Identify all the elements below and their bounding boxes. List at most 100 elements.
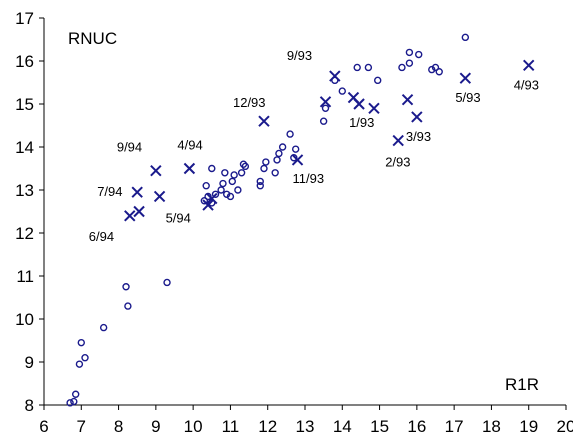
y-axis-label: RNUC: [68, 29, 117, 48]
cross-point: [319, 96, 332, 108]
x-tick-label: 14: [333, 417, 352, 436]
x-tick-label: 12: [258, 417, 277, 436]
x-tick-label: 19: [519, 417, 538, 436]
circle-point: [319, 117, 328, 125]
circle-point: [75, 360, 84, 368]
cross-point: [353, 98, 365, 110]
point-label: 6/94: [89, 229, 114, 244]
cross-stroke: [368, 102, 380, 115]
cross-stroke: [202, 199, 214, 211]
circle-point: [234, 186, 242, 194]
circle-point: [435, 68, 443, 76]
point-label: 2/93: [385, 155, 410, 170]
y-tick-label: 9: [25, 353, 34, 372]
y-tick-label: 11: [16, 267, 34, 286]
circle-point: [374, 76, 382, 85]
plot-marks: [66, 33, 535, 407]
x-tick-label: 7: [77, 417, 86, 436]
x-tick-label: 15: [370, 417, 389, 436]
cross-point: [523, 59, 535, 72]
circle-point: [290, 154, 298, 162]
point-label: 12/93: [233, 95, 266, 110]
point-label: 3/93: [406, 129, 431, 144]
circle-point: [256, 181, 264, 190]
y-tick-label: 8: [25, 396, 34, 415]
y-tick-label: 12: [15, 224, 34, 243]
point-label: 5/94: [166, 210, 191, 225]
cross-stroke: [206, 192, 218, 205]
y-tick-label: 17: [15, 9, 34, 28]
y-tick-label: 10: [15, 310, 34, 329]
circle-point: [256, 177, 264, 186]
cross-point: [150, 164, 162, 177]
circle-point: [405, 59, 414, 67]
y-tick-label: 14: [15, 138, 34, 157]
circle-point: [204, 192, 212, 201]
cross-point: [459, 72, 472, 84]
circle-point: [431, 63, 440, 72]
circle-point: [291, 145, 300, 153]
circle-point: [260, 164, 268, 173]
circle-point: [338, 87, 346, 95]
cross-stroke: [353, 98, 365, 110]
circle-point: [124, 302, 132, 310]
circle-point: [405, 48, 414, 57]
axes: 6 7 8 9 10 11 12 13 14 15 16 17 18 19 20 8 9 10 11 12 13 14 15…: [15, 9, 573, 436]
point-label: 9/94: [117, 140, 142, 155]
x-axis-label: R1R: [505, 375, 539, 394]
cross-stroke: [150, 164, 162, 177]
cross-stroke: [459, 72, 472, 84]
y-tick-label: 16: [15, 52, 34, 71]
x-tick-label: 6: [39, 417, 48, 436]
x-tick-label: 13: [296, 417, 315, 436]
circle-point: [217, 186, 225, 194]
circle-point: [122, 283, 130, 291]
y-tick-label: 15: [15, 95, 34, 114]
circle-point: [99, 323, 108, 332]
cross-point: [411, 111, 423, 123]
cross-point: [133, 205, 145, 218]
circle-point: [221, 169, 229, 177]
circle-point: [321, 104, 330, 113]
circle-point: [286, 130, 294, 138]
circle-point: [415, 50, 423, 59]
circle-point: [202, 181, 210, 190]
cross-point: [131, 186, 143, 198]
cross-stroke: [347, 91, 360, 104]
circle-point: [230, 171, 238, 179]
point-label: 5/93: [455, 90, 480, 105]
circle-point: [271, 169, 279, 177]
cross-stroke: [523, 59, 535, 72]
cross-stroke: [401, 93, 414, 106]
cross-point: [206, 192, 218, 205]
circle-point: [241, 162, 250, 171]
circle-point: [273, 156, 281, 164]
circle-point: [275, 149, 283, 158]
circle-point: [428, 65, 436, 74]
circle-point: [211, 190, 220, 199]
cross-stroke: [411, 111, 423, 123]
y-tick-label: 13: [15, 181, 34, 200]
point-label: 7/94: [97, 184, 122, 199]
point-labels: 7/94 6/94 9/94 5/94 4/94 12/93 11/93 9/93 1/93 2/…: [89, 48, 539, 244]
x-tick-label: 11: [222, 417, 240, 436]
cross-stroke: [319, 96, 332, 108]
circle-point: [66, 399, 74, 407]
circle-point: [364, 63, 373, 72]
cross-point: [153, 190, 166, 203]
cross-point: [329, 70, 341, 82]
circle-point: [237, 169, 246, 177]
cross-stroke: [131, 186, 143, 198]
x-tick-label: 20: [557, 417, 573, 436]
circle-point: [71, 390, 80, 398]
point-label: 9/93: [287, 48, 312, 63]
cross-point: [368, 102, 380, 115]
cross-stroke: [183, 162, 196, 175]
circle-point: [77, 338, 85, 347]
circle-point: [163, 278, 171, 287]
circle-point: [219, 179, 227, 188]
cross-stroke: [392, 134, 404, 147]
circle-point: [226, 192, 235, 201]
cross-point: [291, 154, 304, 166]
